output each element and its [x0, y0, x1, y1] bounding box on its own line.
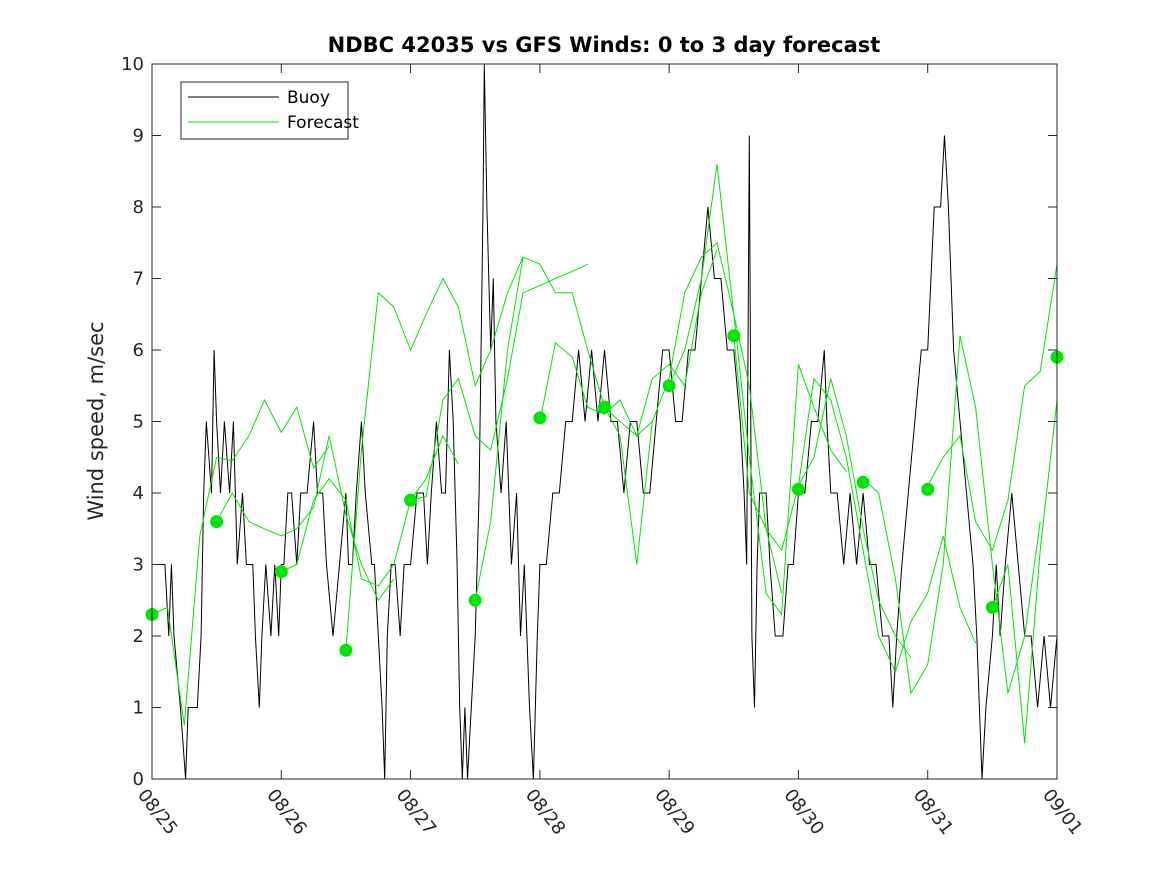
forecast-run-line-2	[216, 435, 395, 602]
forecast-run-line-14	[991, 399, 1058, 744]
forecast-marker-11	[791, 482, 805, 496]
forecast-marker-3	[274, 565, 288, 579]
y-tick-label-8: 8	[133, 197, 144, 218]
forecast-marker-5	[404, 493, 418, 507]
forecast-run-line-12	[862, 335, 1041, 695]
forecast-run-line-7	[539, 249, 718, 438]
legend: Buoy Forecast	[180, 81, 359, 140]
forecast-run-line-10	[733, 335, 912, 658]
forecast-marker-12	[856, 475, 870, 489]
forecast-marker-6	[468, 593, 482, 607]
y-tick-label-6: 6	[133, 340, 144, 361]
forecast-run-line-6	[474, 256, 653, 601]
buoy-series-line	[152, 63, 1058, 780]
legend-box	[180, 81, 349, 140]
y-tick-label-2: 2	[133, 626, 144, 647]
chart-title: NDBC 42035 vs GFS Winds: 0 to 3 day fore…	[328, 33, 881, 57]
forecast-run-line-11	[797, 377, 977, 674]
y-tick-label-7: 7	[133, 269, 144, 290]
y-tick-label-10: 10	[121, 54, 144, 75]
y-tick-label-5: 5	[133, 412, 144, 433]
forecast-run-line-1	[151, 398, 330, 726]
forecast-run-line-9	[668, 164, 847, 616]
plot-content	[145, 63, 1064, 780]
forecast-marker-8	[598, 400, 611, 414]
forecast-run-line-3	[281, 434, 459, 587]
legend-forecast-label: Forecast	[287, 113, 359, 133]
forecast-marker-2	[210, 515, 224, 529]
forecast-marker-4	[339, 643, 353, 657]
forecast-marker-10	[727, 329, 741, 343]
y-tick-label-9: 9	[133, 126, 144, 147]
y-tick-label-0: 0	[133, 769, 144, 790]
forecast-marker-9	[662, 379, 676, 393]
forecast-run-line-5	[410, 263, 588, 501]
forecast-marker-13	[921, 482, 935, 496]
forecast-marker-14	[985, 600, 999, 614]
y-axis-label: Wind speed, m/sec	[84, 321, 108, 520]
legend-buoy-label: Buoy	[287, 88, 330, 108]
forecast-run-line-13	[927, 264, 1058, 552]
y-tick-label-4: 4	[133, 483, 144, 504]
forecast-marker-7	[533, 411, 547, 425]
y-tick-label-3: 3	[133, 555, 144, 576]
forecast-run-line-8	[604, 241, 783, 594]
y-tick-label-1: 1	[133, 698, 144, 719]
forecast-run-line-4	[345, 256, 524, 651]
